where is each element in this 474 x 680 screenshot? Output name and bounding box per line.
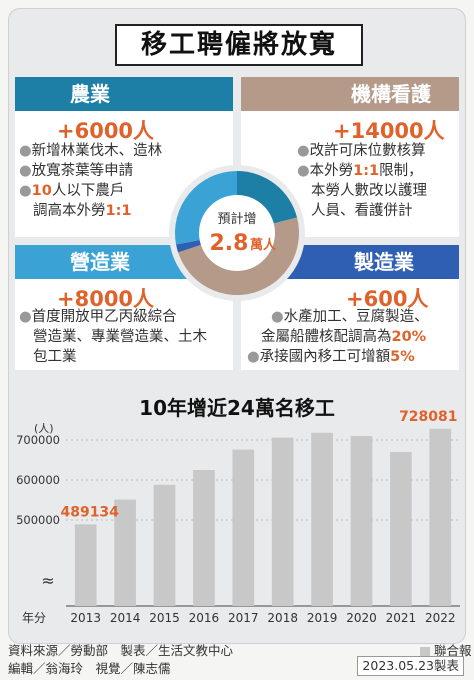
construction-amount: +8000人 (57, 287, 155, 311)
x-tick-label: 2017 (228, 611, 259, 625)
institution-amount: +14000人 (333, 119, 445, 143)
y-tick-label: 500000 (16, 513, 60, 527)
data-label: 728081 (399, 409, 457, 425)
chart-title: 10年增近24萬名移工 (139, 396, 335, 420)
bar-2016 (193, 470, 215, 606)
construction-item-1: ●首度開放甲乙丙級綜合 (19, 309, 177, 325)
bar-2018 (271, 437, 294, 606)
distribution-donut: 預計增 2.8 萬人 (169, 165, 305, 301)
agriculture-item-1: ●新增林業伐木、造林 (19, 143, 163, 159)
manufacturing-item-1-cont: 金屬船體核配調高為20% (261, 329, 427, 345)
publisher-square-icon (420, 646, 430, 657)
x-tick-label: 2022 (425, 611, 456, 625)
donut-center-unit: 萬人 (250, 237, 277, 253)
x-tick-label: 2020 (346, 611, 377, 625)
agriculture-item-3: ●10人以下農戶 (19, 183, 125, 199)
data-label: 489134 (60, 504, 119, 520)
page-title: 移工聘僱將放寬 (115, 24, 363, 66)
bar-2014 (114, 499, 136, 606)
manufacturing-panel: 製造業 +600人 ●水產加工、豆腐製造、 金屬船體核配調高為20% ●承接國內… (241, 245, 459, 370)
manufacturing-amount: +600人 (346, 287, 429, 311)
axis-break-icon: ≈ (41, 571, 54, 590)
y-tick-label: 700000 (16, 433, 60, 447)
y-tick-label: 600000 (16, 473, 60, 487)
donut-hole (199, 195, 275, 271)
institution-panel: 機構看護 +14000人 ●改許可床位數核算 ●本外勞1:1限制， 本勞人數改以… (241, 77, 459, 237)
date-badge: 2023.05.23製表 (357, 656, 464, 676)
bar-2017 (232, 449, 255, 606)
institution-item-1: ●改許可床位數核算 (297, 143, 426, 159)
x-tick-label: 2019 (307, 611, 338, 625)
footer-editor: 編輯／翁海玲 視覺／陳志儒 (8, 661, 171, 676)
x-tick-label: 2015 (149, 611, 180, 625)
footer-source: 資料來源／勞動部 製表／生活文教中心 (8, 643, 234, 658)
x-tick-label: 2013 (70, 611, 101, 625)
agriculture-item-2: ●放寬茶葉等申請 (19, 163, 134, 179)
donut-center-label: 預計增 (217, 211, 256, 227)
manufacturing-item-1: ●水產加工、豆腐製造、 (271, 309, 429, 325)
agriculture-heading: 農業 (15, 77, 233, 111)
institution-item-2-cont: 本勞人數改以護理 (311, 183, 427, 199)
bar-2022 (429, 428, 452, 606)
agriculture-item-3-cont: 調高本外勞1:1 (33, 203, 132, 219)
y-axis-unit-label: (人) (34, 422, 54, 435)
manufacturing-item-2: ●承接國內移工可增額5% (247, 349, 415, 365)
x-tick-label: 2021 (386, 611, 417, 625)
x-tick-label: 2016 (189, 611, 220, 625)
agriculture-amount: +6000人 (57, 119, 155, 143)
construction-item-1-cont: 營造業、專業營造業、土木 (33, 329, 207, 345)
x-tick-label: 2014 (110, 611, 141, 625)
bar-2019 (311, 432, 333, 606)
bar-2021 (390, 452, 412, 606)
institution-heading: 機構看護 (241, 77, 459, 111)
institution-item-2: ●本外勞1:1限制， (297, 163, 423, 179)
bar-2015 (153, 484, 176, 606)
footer-publisher: 聯合報 (420, 640, 472, 659)
construction-item-1-cont2: 包工業 (33, 349, 77, 365)
donut-center-value: 2.8 (210, 231, 249, 256)
bar-2013 (74, 524, 97, 606)
x-tick-label: 2018 (267, 611, 298, 625)
bar-2020 (350, 436, 373, 606)
x-axis-label: 年分 (22, 611, 46, 625)
institution-item-2-cont2: 人員、看護併計 (311, 203, 413, 219)
